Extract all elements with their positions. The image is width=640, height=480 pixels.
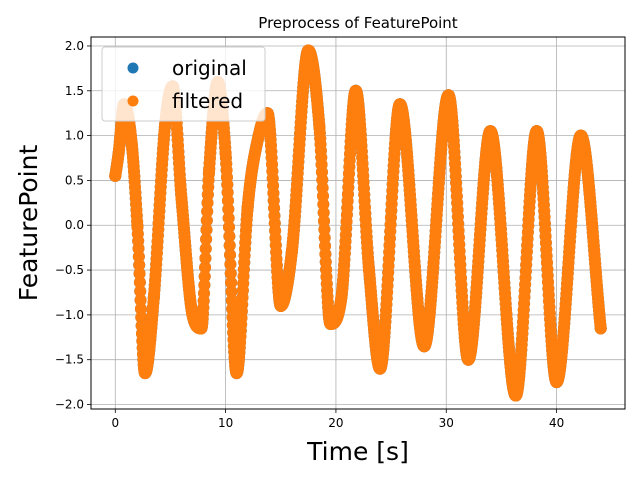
x-tick-label: 20 [328,416,343,430]
sample-point-filtered [223,230,236,243]
sample-point-filtered [199,261,212,274]
sample-point-filtered [594,322,607,335]
sample-point-filtered [222,203,235,216]
sample-point-filtered [134,302,147,315]
x-tick-label: 10 [218,416,233,430]
y-tick-label: 0.5 [65,173,84,187]
sample-point-filtered [133,276,146,289]
sample-point-filtered [224,267,237,280]
sample-point-filtered [223,221,236,234]
plot-series [109,44,607,402]
sample-point-filtered [225,276,238,289]
sample-point-filtered [201,205,214,218]
sample-point-filtered [224,248,237,261]
axis-ticks: 0 10 20 30 40 −2.0 −1.5 −1.0 −0.5 0.0 0.5 1.0 1.5 2.0 [55,39,564,430]
plot-frame [90,36,626,410]
sample-point-filtered [200,214,213,227]
sample-point-filtered [199,252,212,265]
sample-point-filtered [224,258,237,271]
series-filtered [109,44,607,402]
sample-point-filtered [200,233,213,246]
y-tick-label: −2.0 [55,398,84,412]
sample-point-filtered [225,285,238,298]
sample-point-filtered [318,215,331,228]
sample-point-filtered [198,270,211,283]
legend: original filtered [101,46,266,122]
legend-marker-original [127,62,139,74]
x-tick-label: 0 [111,416,119,430]
chart-title: Preprocess of FeaturePoint [258,14,458,32]
sample-point-filtered [223,239,236,252]
legend-label-filtered: filtered [172,89,243,113]
y-tick-label: 1.0 [65,129,84,143]
legend-label-original: original [172,56,247,80]
legend-box [101,46,266,122]
sample-point-filtered [134,285,147,298]
sample-point-filtered [225,294,238,307]
x-tick-label: 30 [439,416,454,430]
y-tick-label: −0.5 [55,263,84,277]
sample-point-filtered [317,206,330,219]
sample-point-filtered [222,212,235,225]
y-tick-label: 1.5 [65,84,84,98]
sample-point-filtered [133,267,146,280]
sample-point-filtered [198,279,211,292]
x-axis-label: Time [s] [306,437,409,466]
sample-point-filtered [221,194,234,207]
y-tick-label: 2.0 [65,39,84,53]
legend-marker-filtered [127,95,139,107]
x-tick-label: 40 [549,416,564,430]
sample-point-filtered [133,258,146,271]
y-tick-label: −1.0 [55,308,84,322]
y-axis-label: FeaturePoint [14,145,43,302]
sample-point-filtered [200,223,213,236]
y-tick-label: −1.5 [55,353,84,367]
sample-point-filtered [199,242,212,255]
sample-point-filtered [134,294,147,307]
y-tick-label: 0.0 [65,218,84,232]
